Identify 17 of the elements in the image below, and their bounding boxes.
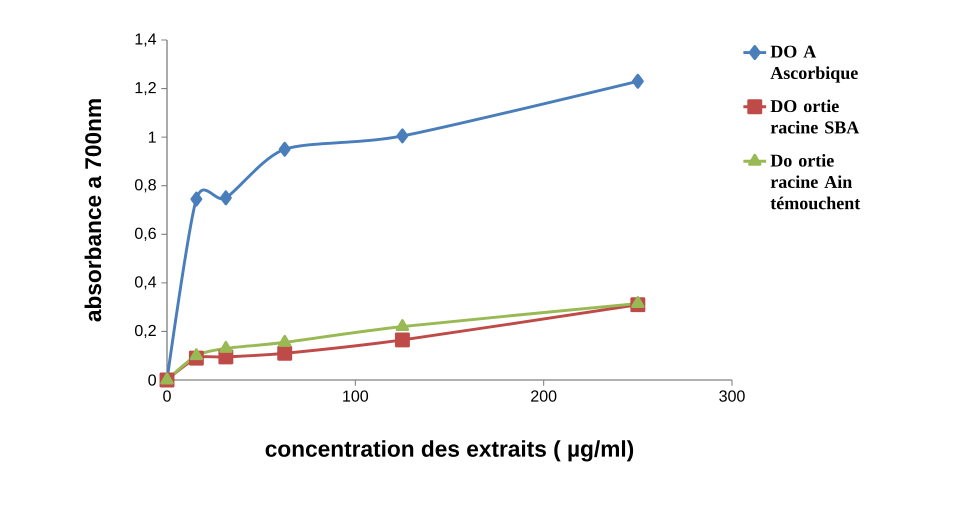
x-tick-label: 200 [531, 390, 556, 402]
y-axis-title: absorbance a 700nm [84, 99, 102, 322]
y-tick-label: 1,2 [136, 82, 156, 96]
legend-label: DO ortie racine SBA [770, 100, 860, 134]
y-tick-label: 1 [148, 132, 156, 143]
y-tick-label: 0,6 [134, 228, 156, 241]
legend-label: DO A Ascorbique [770, 46, 858, 83]
y-tick-label: 1,4 [136, 33, 156, 47]
x-tick-label: 300 [719, 390, 745, 402]
y-tick-label: 0,8 [134, 179, 156, 192]
x-tick-label: 100 [343, 390, 368, 402]
x-axis-title: concentration des extraits ( µg/ml) [266, 440, 634, 462]
legend-label: Do ortie racine Ain témouchent [770, 154, 860, 210]
y-tick-label: 0,2 [134, 324, 156, 338]
x-tick-label: 0 [163, 390, 171, 402]
y-tick-label: 0,4 [134, 276, 156, 290]
y-tick-label: 0 [148, 374, 156, 386]
